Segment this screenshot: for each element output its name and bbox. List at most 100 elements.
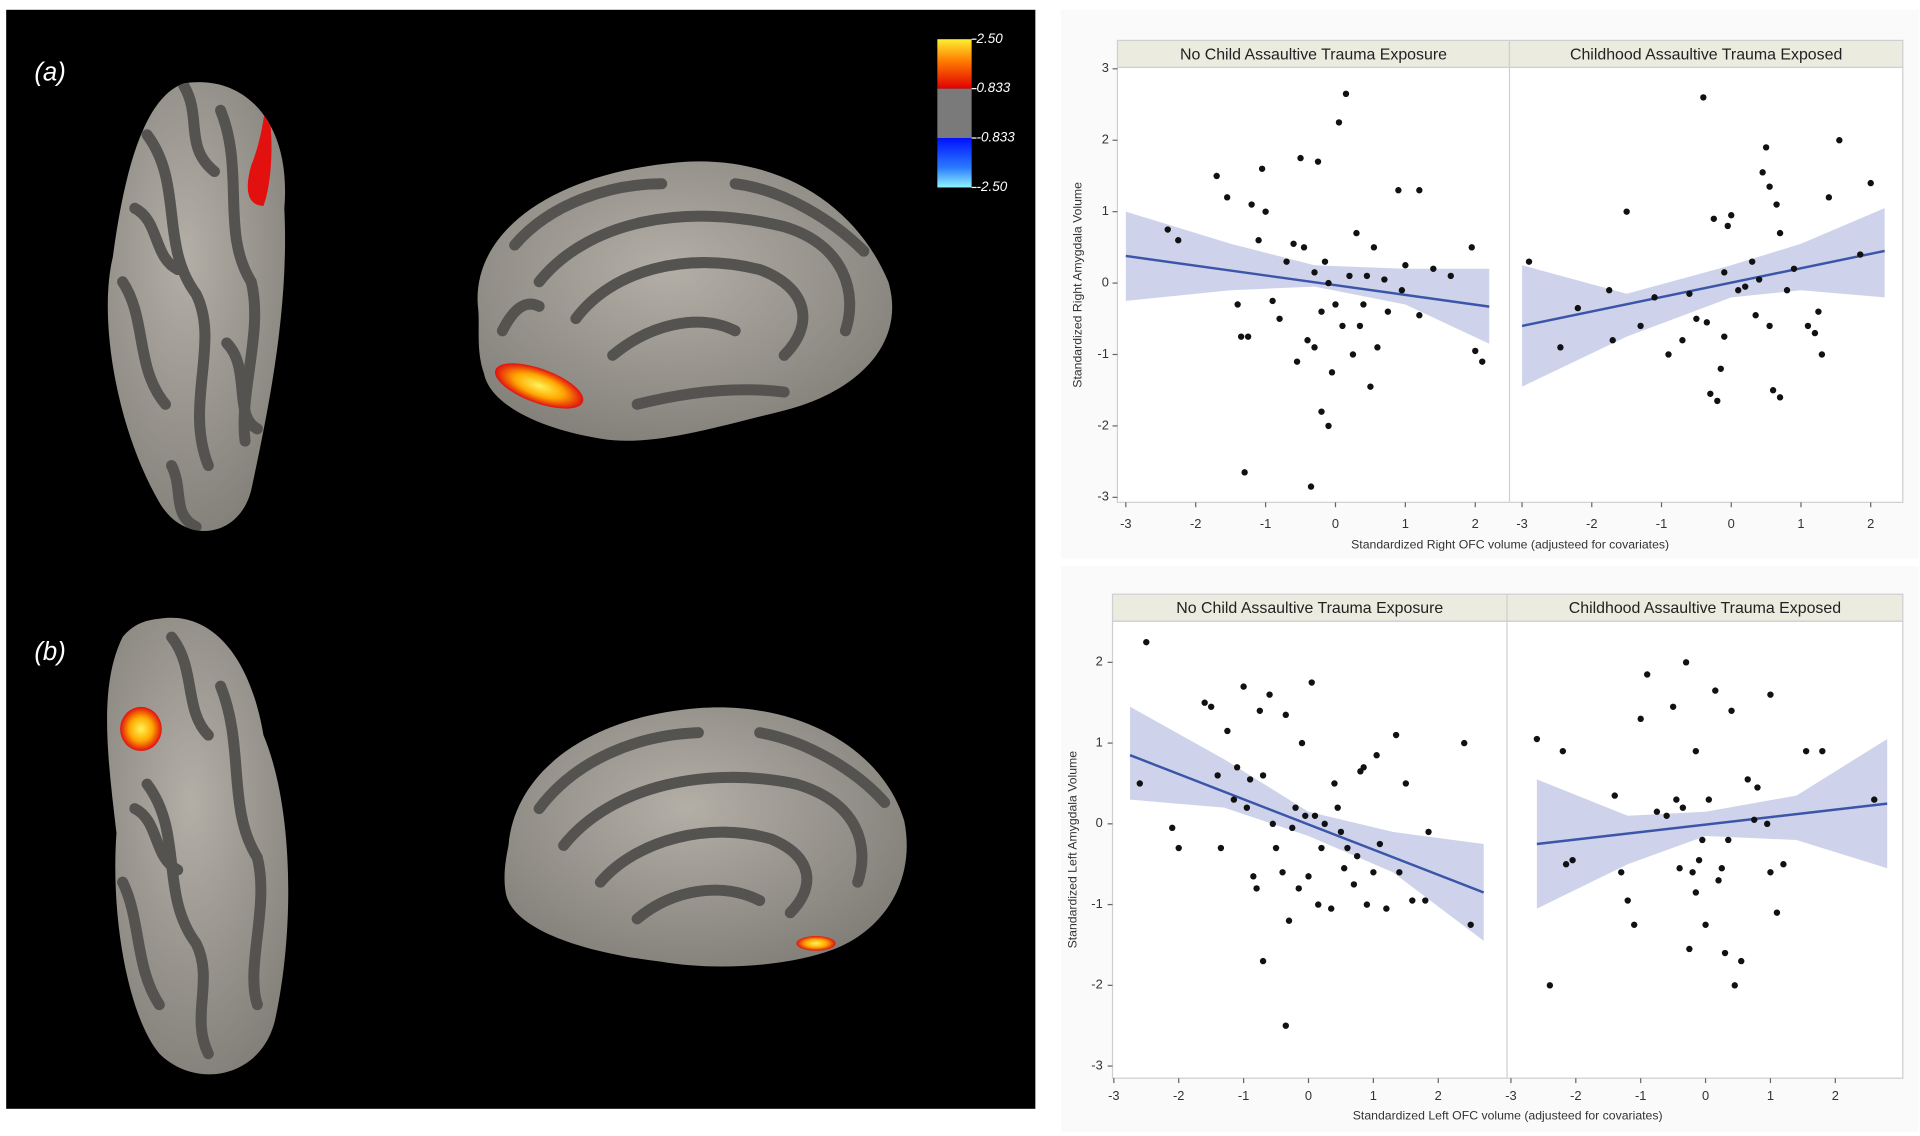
- y-tick-label: 1: [1096, 734, 1103, 749]
- data-point: [1315, 901, 1322, 908]
- data-point: [1425, 828, 1432, 836]
- facet-title: No Child Assaultive Trauma Exposure: [1176, 600, 1443, 617]
- data-point: [1759, 169, 1766, 176]
- data-point: [1679, 804, 1687, 811]
- data-point: [1207, 703, 1215, 710]
- data-point: [1373, 752, 1380, 759]
- data-point: [1374, 344, 1381, 351]
- data-point: [1767, 869, 1774, 876]
- data-point: [1679, 337, 1686, 344]
- data-point: [1269, 820, 1276, 828]
- data-point: [1525, 258, 1533, 265]
- data-point: [1724, 222, 1731, 230]
- x-tick-label: -1: [1238, 1088, 1249, 1103]
- data-point: [1237, 333, 1245, 340]
- data-point: [1804, 322, 1812, 330]
- data-point: [1283, 258, 1290, 265]
- data-point: [1693, 315, 1700, 322]
- data-point: [1569, 856, 1576, 864]
- data-point: [1311, 344, 1318, 351]
- data-point: [1825, 194, 1833, 201]
- data-point: [1266, 691, 1273, 698]
- data-point: [1409, 897, 1416, 904]
- data-point: [1705, 796, 1712, 803]
- data-point: [1818, 351, 1826, 358]
- data-point: [1360, 764, 1367, 771]
- data-point: [1773, 909, 1781, 916]
- x-tick-label: -2: [1586, 516, 1597, 531]
- data-point: [1276, 315, 1283, 322]
- data-point: [1773, 201, 1780, 208]
- data-point: [1780, 861, 1787, 868]
- data-point: [1447, 272, 1454, 280]
- x-tick-label: 0: [1728, 516, 1735, 531]
- y-tick-label: 0: [1102, 274, 1109, 289]
- data-point: [1398, 287, 1406, 294]
- panel-label: (b): [34, 638, 65, 666]
- data-point: [1695, 856, 1703, 864]
- x-tick-label: -3: [1120, 516, 1131, 531]
- data-point: [1717, 365, 1724, 372]
- x-tick-label: 2: [1867, 516, 1874, 531]
- colorbar-tick-label: 0.833: [977, 80, 1011, 95]
- data-point: [1676, 865, 1683, 872]
- data-point: [1623, 208, 1630, 215]
- data-point: [1143, 638, 1150, 646]
- data-point: [1360, 301, 1367, 308]
- data-point: [1637, 715, 1644, 723]
- x-tick-label: 0: [1702, 1088, 1709, 1103]
- data-point: [1282, 711, 1289, 719]
- data-point: [1721, 949, 1729, 957]
- fit-line: [1521, 249, 1885, 328]
- data-point: [1395, 187, 1402, 194]
- data-point: [1293, 358, 1301, 365]
- data-point: [1689, 869, 1696, 876]
- y-tick-label: 1: [1102, 203, 1109, 218]
- data-point: [1776, 394, 1784, 401]
- data-point: [1744, 776, 1751, 783]
- data-point: [1416, 187, 1423, 194]
- data-point: [1308, 679, 1315, 686]
- data-point: [1250, 873, 1257, 880]
- data-point: [1857, 251, 1864, 258]
- data-point: [1383, 905, 1390, 912]
- colorbar: 2.50 0.833 -0.833 -2.50: [937, 31, 1015, 194]
- data-point: [1430, 265, 1437, 272]
- brain-b-medial: [504, 707, 907, 967]
- facet-strip: [1111, 593, 1508, 622]
- data-point: [1815, 308, 1822, 315]
- data-point: [1285, 917, 1293, 924]
- x-tick-label: 0: [1332, 516, 1339, 531]
- data-point: [1290, 240, 1297, 247]
- data-point: [1233, 764, 1241, 771]
- data-point: [1298, 739, 1306, 747]
- data-point: [1234, 301, 1241, 308]
- data-point: [1370, 244, 1378, 251]
- data-point: [1700, 94, 1707, 101]
- x-tick-label: -3: [1516, 516, 1527, 531]
- data-point: [1311, 269, 1318, 276]
- data-point: [1669, 703, 1677, 710]
- data-point: [1201, 699, 1208, 706]
- data-point: [1755, 276, 1763, 283]
- data-point: [1217, 844, 1225, 852]
- data-point: [1213, 172, 1220, 180]
- data-point: [1243, 804, 1251, 811]
- data-point: [1363, 272, 1371, 280]
- data-point: [1467, 921, 1474, 928]
- data-point: [1533, 735, 1541, 743]
- data-point: [1325, 279, 1332, 287]
- data-point: [1396, 869, 1403, 876]
- data-point: [1574, 304, 1582, 312]
- data-point: [1752, 312, 1759, 319]
- data-point: [1240, 683, 1247, 690]
- data-point: [1381, 276, 1388, 283]
- data-point: [1624, 897, 1631, 904]
- data-point: [1292, 804, 1299, 811]
- confidence-band: [1125, 211, 1490, 344]
- data-point: [1631, 921, 1638, 928]
- x-tick-label: -3: [1505, 1088, 1516, 1103]
- data-point: [1253, 885, 1260, 892]
- data-point: [1819, 747, 1826, 755]
- data-point: [1611, 792, 1618, 799]
